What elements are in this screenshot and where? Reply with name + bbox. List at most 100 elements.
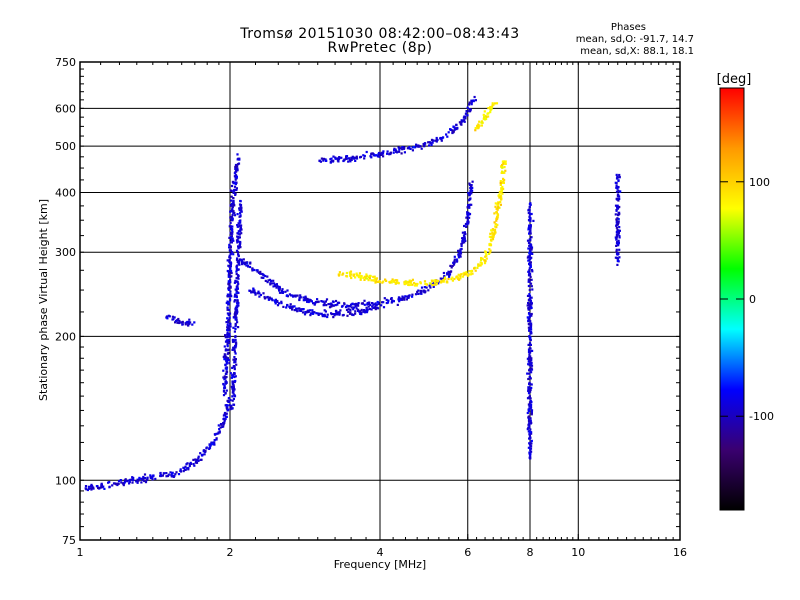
data-point bbox=[232, 316, 235, 319]
data-point bbox=[229, 256, 232, 259]
data-point bbox=[268, 278, 272, 281]
data-point bbox=[502, 181, 505, 184]
data-point bbox=[165, 472, 168, 475]
data-point bbox=[170, 474, 173, 477]
data-point bbox=[237, 240, 240, 243]
data-point bbox=[231, 218, 234, 221]
data-point bbox=[339, 309, 342, 312]
data-point bbox=[367, 302, 370, 305]
data-point bbox=[490, 229, 493, 232]
data-point bbox=[231, 232, 234, 235]
data-point bbox=[470, 185, 473, 188]
data-point bbox=[366, 308, 369, 311]
data-point bbox=[617, 218, 620, 221]
data-point bbox=[457, 273, 460, 276]
data-point bbox=[324, 159, 328, 162]
data-point bbox=[233, 185, 237, 188]
data-point bbox=[353, 273, 356, 276]
data-point bbox=[225, 321, 228, 324]
data-point bbox=[489, 244, 493, 247]
data-point bbox=[382, 150, 385, 153]
data-point bbox=[294, 308, 297, 312]
data-point bbox=[347, 310, 350, 313]
data-point bbox=[403, 282, 406, 285]
data-point bbox=[528, 387, 531, 391]
data-point bbox=[140, 477, 143, 480]
data-point bbox=[465, 110, 468, 113]
data-point bbox=[236, 274, 240, 277]
data-point bbox=[480, 257, 483, 260]
data-point bbox=[528, 329, 531, 332]
data-point bbox=[420, 147, 423, 150]
data-point bbox=[406, 147, 409, 150]
data-point bbox=[226, 300, 229, 303]
data-point bbox=[530, 371, 533, 374]
data-point bbox=[409, 281, 412, 284]
data-point bbox=[466, 215, 469, 218]
data-point bbox=[488, 248, 491, 251]
data-point bbox=[616, 198, 619, 201]
data-point bbox=[618, 229, 621, 232]
data-point bbox=[529, 224, 532, 227]
data-point bbox=[383, 297, 386, 300]
data-point bbox=[530, 367, 533, 370]
colorbar-label: [deg] bbox=[717, 72, 752, 87]
data-point bbox=[269, 282, 272, 285]
data-point bbox=[225, 368, 228, 371]
data-point bbox=[366, 301, 369, 305]
data-point bbox=[301, 311, 305, 314]
data-point bbox=[500, 171, 503, 174]
data-point bbox=[357, 276, 360, 279]
data-point bbox=[260, 276, 263, 279]
data-point bbox=[233, 372, 236, 375]
data-point bbox=[435, 283, 438, 286]
data-point bbox=[451, 129, 454, 132]
data-point bbox=[343, 158, 346, 162]
data-point bbox=[527, 284, 530, 288]
data-point bbox=[235, 272, 238, 276]
data-point bbox=[462, 119, 466, 122]
data-point bbox=[617, 239, 620, 242]
data-point bbox=[382, 155, 385, 158]
data-point bbox=[617, 189, 620, 192]
data-point bbox=[235, 285, 238, 288]
data-point bbox=[393, 147, 396, 150]
data-point bbox=[527, 418, 531, 421]
data-point bbox=[314, 301, 317, 305]
data-point bbox=[423, 289, 426, 292]
data-point bbox=[235, 177, 238, 180]
data-point bbox=[529, 243, 532, 246]
data-point bbox=[427, 289, 430, 292]
data-point bbox=[232, 253, 235, 256]
data-point bbox=[392, 280, 395, 283]
data-point bbox=[262, 292, 265, 295]
data-point bbox=[453, 260, 456, 263]
data-point bbox=[529, 275, 532, 278]
data-point bbox=[273, 284, 277, 288]
data-point bbox=[616, 175, 619, 178]
data-point bbox=[229, 290, 232, 293]
data-point bbox=[530, 285, 533, 288]
data-point bbox=[493, 221, 496, 224]
data-point bbox=[239, 206, 242, 209]
data-point bbox=[480, 120, 484, 123]
data-point bbox=[496, 207, 499, 210]
data-point bbox=[232, 392, 235, 395]
data-point bbox=[229, 325, 232, 328]
data-point bbox=[527, 415, 530, 418]
data-point bbox=[89, 487, 93, 490]
data-point bbox=[357, 308, 360, 311]
data-point bbox=[503, 171, 506, 174]
data-point bbox=[226, 404, 229, 407]
data-point bbox=[249, 262, 252, 265]
data-point bbox=[527, 247, 530, 250]
data-point bbox=[529, 299, 532, 302]
data-point bbox=[504, 160, 507, 163]
data-point bbox=[304, 295, 307, 298]
data-point bbox=[266, 296, 269, 299]
data-point bbox=[429, 286, 432, 289]
data-point bbox=[226, 312, 229, 315]
data-point bbox=[528, 433, 531, 436]
data-point bbox=[431, 139, 434, 142]
data-point bbox=[228, 260, 231, 263]
